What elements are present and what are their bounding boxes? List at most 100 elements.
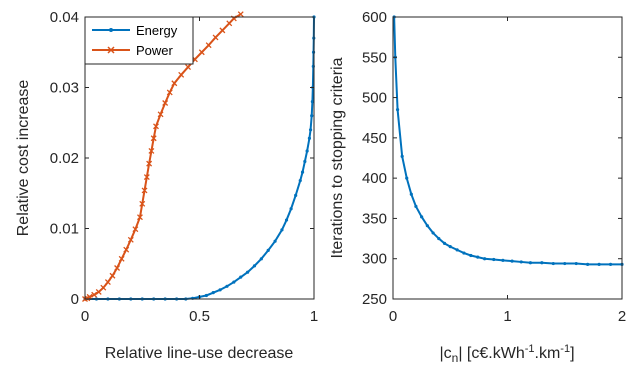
left-x-axis-label: Relative line-use decrease [105,345,294,362]
legend-energy-marker [109,28,113,32]
right-point-0-21 [519,260,523,264]
left-point-0-20 [259,257,263,261]
left-ytick-label: 0 [71,291,79,308]
left-ytick-label: 0.02 [50,150,79,167]
legend-power-label: Power [136,43,174,58]
left-ytick-label: 0.01 [50,221,79,238]
left-point-1-3 [91,291,98,298]
legend-box [84,16,194,65]
xlabel-part-7: ] [570,345,574,362]
left-point-1-17 [146,160,153,167]
right-point-0-22 [528,261,533,265]
right-y-axis-label: Iterations to stopping criteria [329,57,346,258]
left-point-1-26 [185,64,192,71]
left-xtick-label: 0 [81,308,89,325]
left-point-0-13 [211,291,215,295]
right-point-0-2 [395,108,400,112]
legend: Energy Power [84,16,194,65]
left-point-0-18 [245,270,250,274]
right-point-0-16 [476,255,480,259]
left-panel: 0 0.5 1 00.010.020.030.04 Relative line-us… [15,9,318,362]
right-point-0-23 [540,261,544,265]
right-point-0-6 [414,204,418,208]
right-point-0-18 [492,257,496,262]
left-point-1-28 [198,49,205,56]
legend-power-marker [107,46,115,54]
left-point-0-16 [232,280,236,284]
right-plot-area [392,15,624,266]
left-xtick-label: 1 [310,308,318,325]
left-point-0-21 [266,248,270,252]
right-point-0-10 [437,236,441,241]
left-point-1-4 [95,288,102,295]
left-point-1-10 [123,246,130,253]
right-y-ticks: 250 300 350 400 450 500 550 600 [362,9,622,308]
right-point-0-9 [431,231,435,235]
right-point-0-15 [469,253,473,258]
right-point-0-12 [448,245,452,249]
right-ytick-label: 250 [362,291,387,308]
right-point-0-8 [425,224,429,228]
right-xtick-label: 2 [618,308,626,325]
left-point-1-31 [219,27,226,34]
right-series-0-line [393,16,622,266]
right-ytick-label: 300 [362,251,387,268]
left-point-0-26 [294,193,298,197]
left-point-1-25 [178,71,185,78]
right-x-ticks: 0 1 2 [389,17,626,325]
right-point-0-3 [400,154,404,158]
right-point-0-26 [574,261,578,266]
left-point-0-30 [305,149,309,153]
right-point-0-29 [608,262,613,266]
xlabel-part-1: |c [439,345,451,362]
left-point-1-34 [237,11,244,18]
left-point-1-18 [148,147,155,154]
right-ytick-label: 500 [362,90,387,107]
right-point-0-7 [420,215,424,219]
left-point-0-14 [218,288,222,292]
xlabel-part-5: .km [535,345,561,362]
left-point-0-31 [307,136,312,140]
xlabel-part-3: | [c€.kWh [458,345,524,362]
right-point-0-28 [597,262,601,266]
right-panel: 0 1 2 250 300 350 400 450 500 550 600 |cn| [c€.kW… [329,9,626,365]
left-y-axis-label: Relative cost increase [15,80,32,237]
right-point-0-5 [409,192,413,196]
left-point-0-24 [284,218,289,222]
left-point-0-12 [204,293,208,298]
right-point-0-11 [442,241,447,246]
right-point-0-14 [462,251,466,255]
right-ytick-label: 350 [362,210,387,227]
xlabel-part-6: -1 [560,343,570,355]
left-point-1-21 [157,111,164,118]
left-point-1-20 [153,123,159,130]
left-point-1-32 [226,20,233,27]
right-point-0-13 [455,248,459,252]
left-point-1-24 [171,80,178,87]
left-point-0-22 [273,239,277,243]
right-x-axis-label: |cn| [c€.kWh-1.km-1] [439,343,574,365]
left-point-1-15 [141,187,148,194]
left-point-1-23 [166,89,173,96]
left-ytick-label: 0.03 [50,80,79,97]
legend-energy-label: Energy [136,23,178,38]
right-point-0-27 [586,262,590,266]
left-point-1-19 [150,135,157,142]
left-point-1-9 [118,255,125,262]
right-ytick-label: 450 [362,130,387,147]
left-y-ticks: 0 0.01 0.02 0.03 0.04 [50,9,314,308]
right-point-0-17 [483,257,487,261]
left-point-1-16 [143,174,150,180]
left-point-1-7 [109,272,116,279]
left-xtick-label: 0.5 [189,308,210,325]
left-point-1-5 [100,284,107,291]
left-point-0-25 [289,207,293,211]
left-point-0-19 [252,264,257,268]
right-point-0-4 [405,176,409,180]
left-point-1-22 [162,100,169,106]
right-ytick-label: 400 [362,170,387,187]
left-point-0-27 [298,178,302,183]
left-point-0-32 [308,128,313,132]
left-point-1-29 [205,42,212,49]
